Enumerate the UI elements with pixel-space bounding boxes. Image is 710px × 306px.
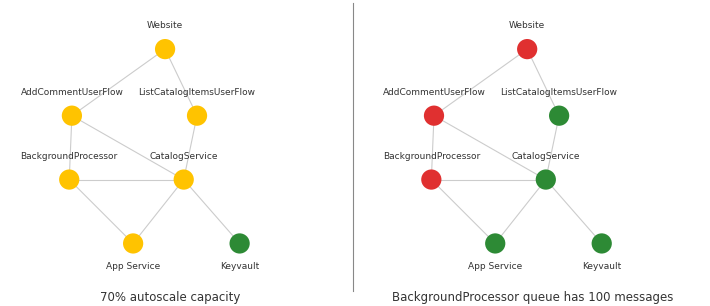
- Text: BackgroundProcessor queue has 100 messages: BackgroundProcessor queue has 100 messag…: [392, 291, 673, 304]
- Text: ListCatalogItemsUserFlow: ListCatalogItemsUserFlow: [501, 88, 618, 97]
- Circle shape: [517, 39, 537, 59]
- Text: AddCommentUserFlow: AddCommentUserFlow: [21, 88, 124, 97]
- Text: BackgroundProcessor: BackgroundProcessor: [21, 152, 118, 161]
- Text: CatalogService: CatalogService: [150, 152, 218, 161]
- Circle shape: [59, 170, 80, 190]
- Circle shape: [485, 233, 506, 254]
- Circle shape: [123, 233, 143, 254]
- Text: Website: Website: [147, 21, 183, 31]
- Circle shape: [229, 233, 250, 254]
- Text: 70% autoscale capacity: 70% autoscale capacity: [100, 291, 241, 304]
- Text: ListCatalogItemsUserFlow: ListCatalogItemsUserFlow: [138, 88, 256, 97]
- Circle shape: [155, 39, 175, 59]
- Circle shape: [62, 106, 82, 126]
- Text: AddCommentUserFlow: AddCommentUserFlow: [383, 88, 486, 97]
- Text: App Service: App Service: [468, 262, 523, 271]
- Text: Website: Website: [509, 21, 545, 31]
- Circle shape: [549, 106, 569, 126]
- Circle shape: [421, 170, 442, 190]
- Circle shape: [591, 233, 612, 254]
- Circle shape: [173, 170, 194, 190]
- Text: BackgroundProcessor: BackgroundProcessor: [383, 152, 480, 161]
- Text: Keyvault: Keyvault: [582, 262, 621, 271]
- Circle shape: [187, 106, 207, 126]
- Text: Keyvault: Keyvault: [220, 262, 259, 271]
- Circle shape: [535, 170, 556, 190]
- Text: App Service: App Service: [106, 262, 160, 271]
- Text: CatalogService: CatalogService: [512, 152, 580, 161]
- Circle shape: [424, 106, 444, 126]
